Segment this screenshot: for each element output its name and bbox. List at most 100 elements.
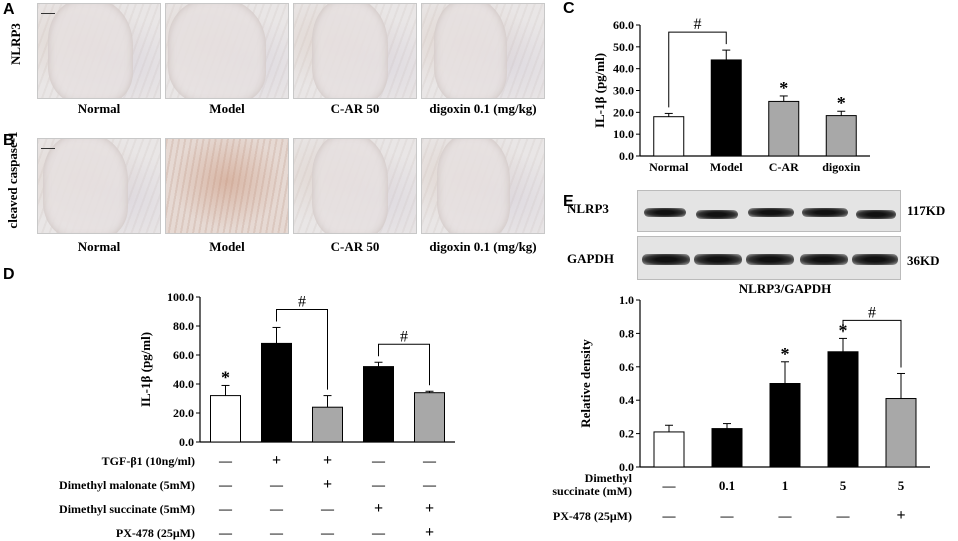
micrograph-a-model [165,3,289,99]
band-nlrp3-3 [748,208,794,217]
E-cond-label-1: PX-478 (25μM) [553,509,632,523]
micrograph-a-car50 [293,3,417,99]
E-cond-label-0-1: succinate (mM) [552,484,632,498]
E-title: NLRP3/GAPDH [739,281,831,296]
C-bar-3 [825,115,857,157]
D-cond-mark-1-4: — [422,477,437,492]
E-cond-mark-1-3: — [836,508,851,523]
C-ytick-label-3: 30.0 [613,84,634,98]
E-cond-mark-1-1: — [720,508,735,523]
E-cond-mark-0-2: 1 [782,478,789,493]
blot-gapdh [637,236,901,280]
E-bar-0 [653,431,685,468]
E-cond-mark-1-4: + [896,507,905,524]
band-nlrp3-4 [802,208,848,217]
E-ytick-label-5: 1.0 [619,293,634,307]
D-ytick-label-2: 40.0 [173,377,194,391]
C-bar-1 [710,59,742,157]
D-cond-mark-3-1: — [269,525,284,540]
E-bracket-label-0: # [868,304,876,321]
micrograph-a-digoxin [421,3,545,99]
D-cond-label-0: TGF-β1 (10ng/ml) [102,454,195,468]
micrograph-row-a [37,3,557,99]
micrograph-row-b [37,138,557,234]
D-bracket-label-0: # [298,293,306,310]
C-bracket-label-0: # [694,16,702,33]
C-bar-0 [653,116,685,157]
D-cond-mark-1-2: + [323,476,332,493]
D-cond-mark-1-1: — [269,477,284,492]
panel-letter-c: C [563,0,575,17]
C-category-0: Normal [649,160,689,174]
micro-label-b-0: Normal [77,239,121,254]
blot-size-nlrp3: 117KD [907,203,946,218]
E-cond-mark-0-1: 0.1 [719,478,735,493]
D-bar-1 [261,342,292,443]
D-cond-mark-2-0: — [218,501,233,516]
D-cond-mark-3-4: + [425,524,434,541]
blot-nlrp3 [637,190,901,232]
D-cond-mark-1-3: — [371,477,386,492]
micro-label-a-2: C-AR 50 [330,101,380,116]
D-cond-mark-2-4: + [425,500,434,517]
C-ylabel: IL-1β (pg/ml) [592,53,607,128]
chart-e: 0.0 0.2 0.4 0.6 0.8 1.0 Relative density NLRP3/… [552,281,930,524]
band-gapdh-4 [800,254,848,265]
C-ytick-label-6: 60.0 [613,18,634,32]
micrograph-b-normal [37,138,161,234]
C-category-2: C-AR [769,160,799,174]
panel-letter-d: D [3,266,15,283]
C-ytick-label-4: 40.0 [613,62,634,76]
E-bracket-0 [842,319,902,368]
micrograph-a-normal [37,3,161,99]
D-cond-mark-0-4: — [422,453,437,468]
E-star-0: * [781,344,790,364]
E-cond-mark-0-3: 5 [840,478,847,493]
C-ytick-label-1: 10.0 [613,127,634,141]
micro-label-b-3: digoxin 0.1 (mg/kg) [429,239,537,254]
row-label-cleaved-caspase: cleaved caspase-1 [5,131,20,229]
E-bar-2 [769,383,801,468]
D-cond-mark-2-2: — [320,501,335,516]
band-gapdh-1 [642,254,690,265]
D-bracket-1 [378,343,430,386]
D-ylabel: IL-1β (pg/ml) [138,332,153,407]
D-cond-label-3: PX-478 (25μM) [116,526,195,540]
band-nlrp3-2 [696,210,738,219]
chart-d: 0.0 20.0 40.0 60.0 80.0 100.0 IL-1β (pg/ml) * # #… [59,290,455,541]
E-cond-mark-1-2: — [778,508,793,523]
D-cond-mark-3-2: — [320,525,335,540]
D-cond-mark-0-1: + [272,452,281,469]
C-star-1: * [837,93,846,113]
E-cond-mark-0-0: — [662,478,677,493]
D-bracket-0 [276,308,328,390]
band-gapdh-3 [746,254,794,265]
D-cond-mark-0-0: — [218,453,233,468]
band-gapdh-5 [852,254,898,265]
E-ytick-label-1: 0.2 [619,427,634,441]
panel-letter-e: E [563,193,574,210]
D-cond-mark-2-1: — [269,501,284,516]
micro-label-a-1: Model [209,101,245,116]
micrograph-b-car50 [293,138,417,234]
E-cond-mark-0-4: 5 [898,478,905,493]
chart-c: 0.0 10.0 20.0 30.0 40.0 50.0 60.0 IL-1β (pg/ml)… [592,16,870,174]
D-bar-4 [414,392,445,443]
D-ytick-label-4: 80.0 [173,319,194,333]
row-label-nlrp3: NLRP3 [8,23,23,65]
D-ytick-label-0: 0.0 [179,435,194,449]
micro-label-a-0: Normal [77,101,121,116]
D-ytick-label-3: 60.0 [173,348,194,362]
C-star-0: * [779,78,788,98]
panel-letter-a: A [3,1,15,18]
micro-label-b-2: C-AR 50 [330,239,380,254]
micro-label-a-3: digoxin 0.1 (mg/kg) [429,101,537,116]
D-cond-label-1: Dimethyl malonate (5mM) [59,478,195,492]
D-bar-3 [363,366,394,443]
D-star-0: * [221,367,230,387]
D-bar-2 [312,406,343,443]
C-ytick-label-2: 20.0 [613,105,634,119]
D-cond-mark-0-2: + [323,452,332,469]
D-cond-mark-2-3: + [374,500,383,517]
E-ytick-label-2: 0.4 [619,393,634,407]
